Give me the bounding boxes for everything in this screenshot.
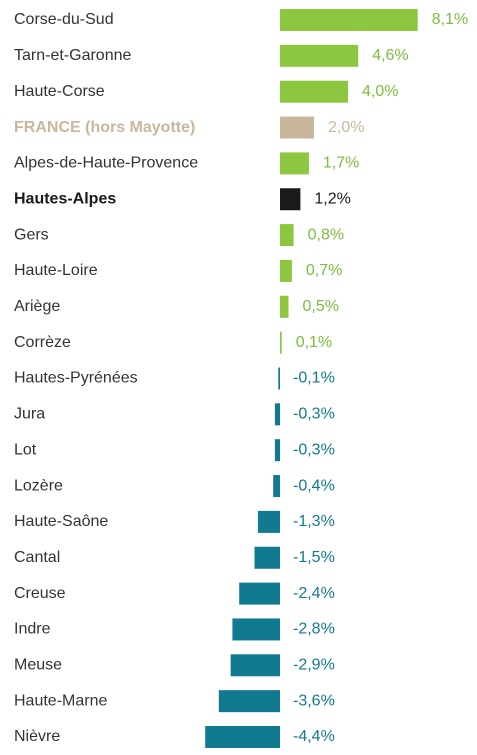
bar [280,188,301,211]
bar [280,224,294,247]
category-label: Ariège [14,298,60,315]
value-label: -0,4% [293,477,335,494]
value-label: 0,8% [308,226,344,243]
value-label: 0,7% [306,262,342,279]
category-label: Corrèze [14,334,71,351]
category-label: Gers [14,226,49,243]
category-label: Lot [14,441,37,458]
bar [280,331,282,354]
value-label: 8,1% [432,11,468,28]
bar [205,726,280,748]
category-label: Haute-Marne [14,692,107,709]
bar [254,546,280,569]
category-label: Meuse [14,657,62,674]
category-label: Cantal [14,549,60,566]
category-label: Hautes-Pyrénées [14,370,138,387]
bar [280,152,309,175]
category-label: Creuse [14,585,66,602]
value-label: -0,1% [293,370,335,387]
value-label: 1,7% [323,155,359,172]
value-label: -1,3% [293,513,335,530]
bar [239,582,280,605]
value-label: 2,0% [328,119,364,136]
category-label: Alpes-de-Haute-Provence [14,155,198,172]
bar [280,116,314,139]
value-label: 0,1% [296,334,332,351]
value-label: -3,6% [293,692,335,709]
category-label: Nièvre [14,728,60,745]
category-label: FRANCE (hors Mayotte) [14,119,195,136]
category-label: Indre [14,621,51,638]
value-label: 4,6% [372,47,408,64]
bar [273,475,280,498]
category-label: Jura [14,406,45,423]
category-label: Corse-du-Sud [14,11,114,28]
bar [280,44,359,67]
bar [280,9,418,31]
value-label: -4,4% [293,728,335,745]
bar [274,403,280,426]
bar [280,295,289,318]
value-label: 4,0% [362,83,398,100]
bar [274,439,280,462]
bar [280,80,348,103]
bar [232,618,280,641]
value-label: -0,3% [293,441,335,458]
value-label: 1,2% [314,190,350,207]
category-label: Tarn-et-Garonne [14,47,131,64]
value-label: -2,8% [293,621,335,638]
value-label: -1,5% [293,549,335,566]
bar [230,654,280,677]
category-label: Haute-Saône [14,513,108,530]
category-label: Haute-Corse [14,83,105,100]
category-label: Hautes-Alpes [14,190,116,207]
value-label: -2,4% [293,585,335,602]
bar [218,690,280,713]
bar [280,259,292,282]
value-label: -2,9% [293,657,335,674]
bar [278,367,280,390]
bar [257,510,280,533]
category-label: Lozère [14,477,63,494]
category-label: Haute-Loire [14,262,98,279]
value-label: -0,3% [293,406,335,423]
value-label: 0,5% [303,298,339,315]
